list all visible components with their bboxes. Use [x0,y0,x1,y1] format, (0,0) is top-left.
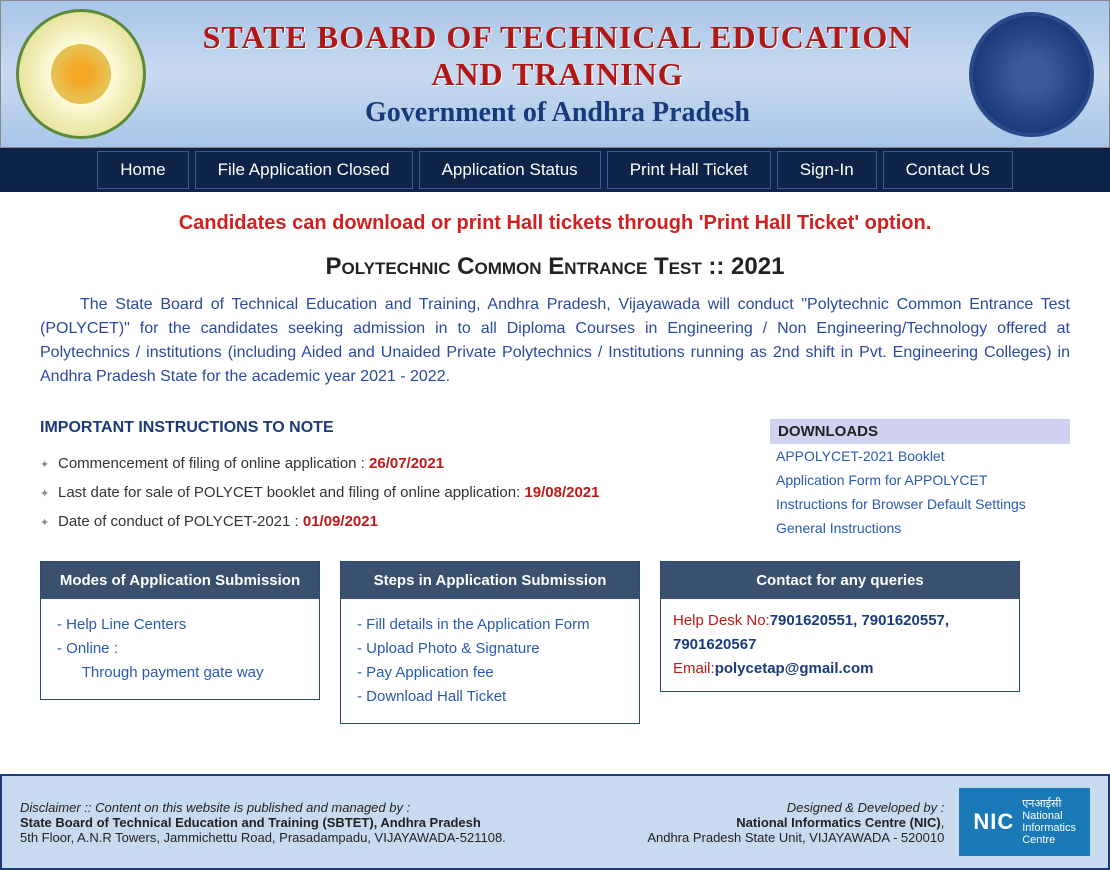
instruction-item: Commencement of filing of online applica… [40,449,740,478]
site-footer: Disclaimer :: Content on this website is… [0,774,1110,870]
instruction-date: 01/09/2021 [303,513,378,530]
nav-file-application[interactable]: File Application Closed [195,151,413,189]
nav-application-status[interactable]: Application Status [419,151,601,189]
nav-home[interactable]: Home [97,151,188,189]
download-application-form-link[interactable]: Application Form for APPOLYCET [770,468,1070,492]
contact-body: Help Desk No:7901620551, 7901620557, 790… [661,599,1019,691]
instruction-date: 26/07/2021 [369,455,444,472]
steps-box: Steps in Application Submission - Fill d… [340,561,640,724]
steps-item: - Upload Photo & Signature [357,637,623,661]
contact-heading: Contact for any queries [661,562,1019,599]
nic-logo-icon: NIC एनआईसी National Informatics Centre [959,788,1090,856]
downloads-heading: DOWNLOADS [770,419,1070,444]
site-title: STATE BOARD OF TECHNICAL EDUCATION AND T… [166,19,949,93]
instruction-date: 19/08/2021 [524,484,599,501]
instruction-item: Last date for sale of POLYCET booklet an… [40,478,740,507]
intro-paragraph: The State Board of Technical Education a… [40,293,1070,389]
download-booklet-link[interactable]: APPOLYCET-2021 Booklet [770,444,1070,468]
emblem-left-icon [16,9,146,139]
download-general-instructions-link[interactable]: General Instructions [770,516,1070,540]
contact-box: Contact for any queries Help Desk No:790… [660,561,1020,692]
footer-disclaimer: Disclaimer :: Content on this website is… [20,800,647,845]
modes-box: Modes of Application Submission - Help L… [40,561,320,700]
instructions-heading: IMPORTANT INSTRUCTIONS TO NOTE [40,419,740,437]
header-text-block: STATE BOARD OF TECHNICAL EDUCATION AND T… [166,19,949,129]
email-label: Email: [673,660,715,677]
modes-item: - Help Line Centers [57,613,303,637]
steps-heading: Steps in Application Submission [341,562,639,599]
instructions-list: Commencement of filing of online applica… [40,449,740,536]
email-value: polycetap@gmail.com [715,660,874,677]
site-header: STATE BOARD OF TECHNICAL EDUCATION AND T… [0,0,1110,148]
steps-item: - Fill details in the Application Form [357,613,623,637]
emblem-right-icon [969,12,1094,137]
steps-body: - Fill details in the Application Form -… [341,599,639,723]
helpdesk-label: Help Desk No: [673,612,770,629]
footer-credits: Designed & Developed by : National Infor… [647,800,944,845]
instruction-item: Date of conduct of POLYCET-2021 : 01/09/… [40,507,740,536]
steps-item: - Download Hall Ticket [357,685,623,709]
modes-body: - Help Line Centers - Online : Through p… [41,599,319,699]
steps-item: - Pay Application fee [357,661,623,685]
modes-item: Through payment gate way [57,661,303,685]
nav-sign-in[interactable]: Sign-In [777,151,877,189]
download-browser-instructions-link[interactable]: Instructions for Browser Default Setting… [770,492,1070,516]
modes-heading: Modes of Application Submission [41,562,319,599]
main-nav: Home File Application Closed Application… [0,148,1110,192]
site-subtitle: Government of Andhra Pradesh [166,97,949,129]
nav-print-hall-ticket[interactable]: Print Hall Ticket [607,151,771,189]
modes-item: - Online : [57,637,303,661]
nav-contact-us[interactable]: Contact Us [883,151,1013,189]
main-content: Candidates can download or print Hall ti… [0,192,1110,744]
page-title: Polytechnic Common Entrance Test :: 2021 [40,253,1070,281]
hall-ticket-notice: Candidates can download or print Hall ti… [40,212,1070,235]
